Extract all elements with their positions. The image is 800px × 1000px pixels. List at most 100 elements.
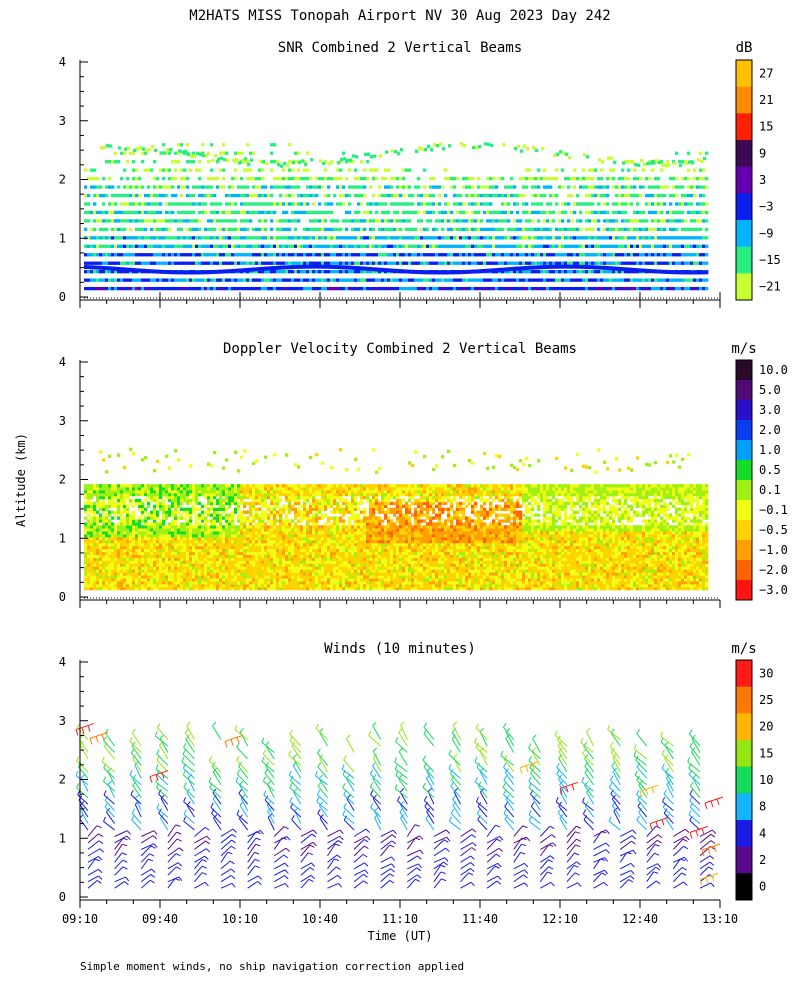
doppler-cell xyxy=(102,498,106,503)
snr-cell xyxy=(387,210,391,215)
doppler-cell xyxy=(105,504,109,508)
snr-cell xyxy=(138,210,142,215)
snr-cell xyxy=(306,236,310,240)
doppler-cell xyxy=(183,551,187,555)
snr-cell xyxy=(283,161,287,166)
snr-cell xyxy=(288,143,292,147)
snr-cell xyxy=(384,268,387,273)
y-axis-label: Altitude (km) xyxy=(14,433,28,527)
doppler-cell xyxy=(120,542,124,547)
snr-cell xyxy=(702,185,706,189)
doppler-cell xyxy=(87,560,91,564)
snr-cell xyxy=(612,219,616,223)
snr-cell xyxy=(114,193,118,198)
doppler-cell xyxy=(93,507,97,511)
snr-cell xyxy=(504,278,508,282)
snr-cell xyxy=(363,168,367,172)
doppler-cell xyxy=(213,492,217,497)
snr-cell xyxy=(396,227,400,232)
snr-cell xyxy=(411,278,415,282)
snr-cell xyxy=(150,202,154,206)
snr-cell xyxy=(483,210,487,215)
snr-cell xyxy=(498,193,502,198)
snr-cell xyxy=(562,264,565,269)
snr-cell xyxy=(126,202,130,206)
doppler-cell xyxy=(210,528,214,532)
snr-cell xyxy=(417,261,421,265)
snr-cell xyxy=(474,210,478,215)
snr-cell xyxy=(213,193,217,198)
snr-cell xyxy=(390,244,394,248)
snr-cell xyxy=(669,261,673,265)
snr-cell xyxy=(102,210,106,215)
snr-cell xyxy=(684,244,688,248)
doppler-cell xyxy=(108,584,112,588)
doppler-cell xyxy=(228,513,232,517)
snr-cell xyxy=(328,162,332,166)
doppler-cell xyxy=(99,586,103,591)
doppler-cell xyxy=(177,554,181,558)
doppler-cell xyxy=(210,545,214,550)
snr-cell xyxy=(327,185,331,189)
doppler-cell xyxy=(99,542,103,547)
snr-cell xyxy=(516,202,520,206)
snr-cell xyxy=(510,236,514,240)
snr-cell xyxy=(526,147,530,151)
snr-cell xyxy=(468,278,472,282)
doppler-cell xyxy=(87,551,91,555)
snr-cell xyxy=(583,153,587,157)
snr-cell xyxy=(99,278,103,282)
snr-cell xyxy=(408,286,412,291)
snr-cell xyxy=(291,244,295,248)
doppler-cell xyxy=(228,584,232,588)
snr-cell xyxy=(687,261,691,265)
doppler-cell xyxy=(180,545,184,550)
snr-cell xyxy=(684,270,687,275)
doppler-cell xyxy=(147,578,151,582)
snr-cell xyxy=(126,286,130,291)
snr-cell xyxy=(398,269,401,274)
doppler-cell xyxy=(234,584,238,588)
snr-cell xyxy=(231,244,235,248)
snr-cell xyxy=(477,278,481,282)
snr-cell xyxy=(198,160,202,164)
snr-cell xyxy=(693,244,697,248)
doppler-cell xyxy=(105,507,109,511)
snr-cell xyxy=(285,261,289,265)
doppler-cell xyxy=(162,490,166,494)
doppler-cell xyxy=(186,554,190,558)
snr-cell xyxy=(498,261,502,265)
snr-cell xyxy=(564,286,568,291)
doppler-cell xyxy=(222,525,226,529)
doppler-cell xyxy=(132,572,136,576)
doppler-cell xyxy=(84,557,88,561)
snr-cell xyxy=(277,163,281,167)
snr-cell xyxy=(462,236,466,240)
snr-cell xyxy=(444,286,448,291)
snr-cell xyxy=(541,146,545,151)
doppler-cell xyxy=(201,566,205,570)
doppler-cell xyxy=(117,578,121,582)
snr-cell xyxy=(357,244,361,248)
doppler-cell xyxy=(165,586,169,591)
snr-cell xyxy=(348,244,352,248)
snr-cell xyxy=(543,253,547,257)
snr-cell xyxy=(673,161,677,166)
doppler-cell xyxy=(189,490,193,494)
snr-cell xyxy=(522,185,526,189)
snr-cell xyxy=(540,253,544,257)
snr-cell xyxy=(645,219,649,223)
snr-cell xyxy=(585,261,589,265)
snr-cell xyxy=(483,286,487,291)
snr-cell xyxy=(288,185,292,189)
snr-cell xyxy=(103,145,107,150)
snr-cell xyxy=(225,193,229,198)
snr-cell xyxy=(154,269,157,274)
doppler-cell xyxy=(159,557,163,561)
doppler-cell xyxy=(150,563,154,567)
doppler-cell xyxy=(231,487,235,491)
snr-cell xyxy=(156,185,160,189)
doppler-cell xyxy=(150,490,154,494)
doppler-cell xyxy=(162,539,166,544)
snr-cell xyxy=(690,210,694,215)
